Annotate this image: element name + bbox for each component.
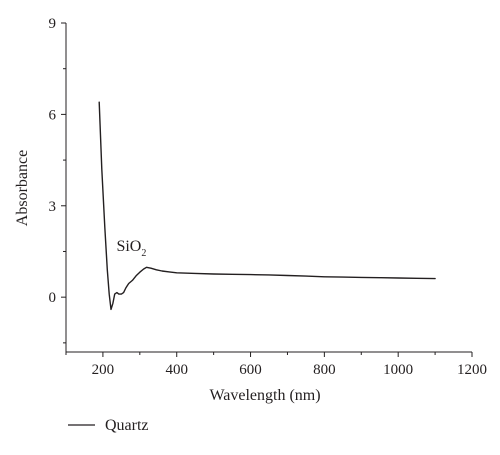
y-tick-label: 3 — [49, 199, 57, 215]
x-tick-label: 400 — [165, 362, 188, 378]
axes — [65, 23, 472, 353]
annotation-sio2: SiO2 — [116, 238, 146, 259]
x-tick-label: 600 — [239, 362, 262, 378]
legend-label-quartz: Quartz — [105, 417, 149, 434]
y-tick-label: 0 — [49, 290, 57, 306]
y-axis-label: Absorbance — [14, 150, 31, 226]
annotation-text: SiO — [116, 238, 141, 255]
y-tick-label: 9 — [49, 16, 57, 32]
annotation-subscript: 2 — [141, 248, 146, 259]
x-tick-label: 1000 — [383, 362, 413, 378]
ticks: 0 3 6 9 200 400 600 800 1000 1200 — [49, 16, 488, 378]
x-tick-label: 800 — [313, 362, 336, 378]
y-tick-label: 6 — [49, 107, 57, 123]
legend: Quartz — [68, 417, 149, 434]
series-line-quartz — [98, 101, 436, 311]
x-tick-label: 1200 — [457, 362, 487, 378]
series-layer — [98, 101, 436, 311]
x-tick-label: 200 — [92, 362, 115, 378]
x-axis-label: Wavelength (nm) — [209, 387, 320, 404]
labels: Wavelength (nm) Absorbance SiO2 — [14, 150, 321, 404]
